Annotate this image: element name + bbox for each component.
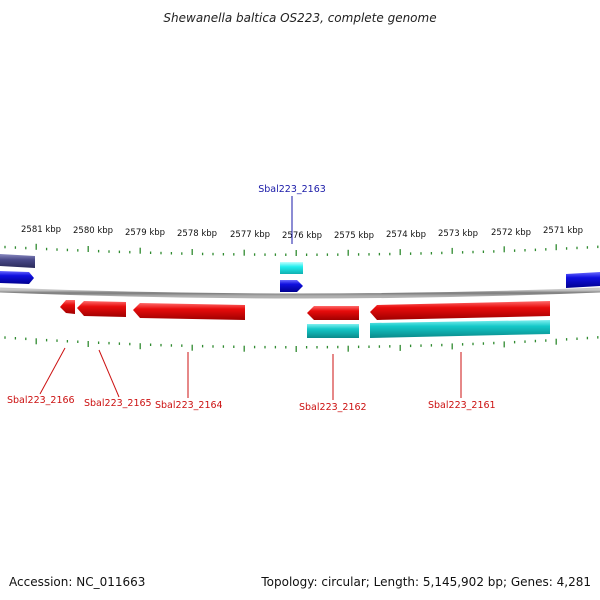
gene-forward-sbal223-2163 — [280, 280, 303, 292]
genome-backbone — [0, 287, 600, 299]
gene-forward-left-dark — [0, 254, 35, 268]
gene-label-sbal223-2161[interactable]: Sbal223_2161 — [428, 400, 496, 411]
ruler-labels: 2581 kbp 2580 kbp 2579 kbp 2578 kbp 2577… — [21, 225, 583, 241]
leader-sbal223-2166 — [39, 347, 66, 395]
reverse-strand-genes — [60, 300, 550, 338]
outer-ruler-ticks — [4, 243, 599, 256]
ruler-label-2571: 2571 kbp — [543, 226, 583, 236]
accession-text: Accession: NC_011663 — [9, 575, 145, 589]
gene-sbal223-2165 — [77, 301, 126, 317]
gene-sbal223-2164 — [133, 303, 245, 320]
leader-sbal223-2165 — [98, 349, 120, 398]
forward-strand-genes — [0, 254, 600, 292]
gene-label-sbal223-2162[interactable]: Sbal223_2162 — [299, 402, 367, 413]
gene-label-sbal223-2166[interactable]: Sbal223_2166 — [7, 395, 75, 406]
inner-ruler-ticks — [4, 336, 599, 352]
gene-label-sbal223-2165[interactable]: Sbal223_2165 — [84, 398, 152, 409]
gene-label-sbal223-2164[interactable]: Sbal223_2164 — [155, 400, 223, 411]
ruler-label-2576: 2576 kbp — [282, 231, 322, 241]
gene-sbal223-2161-cds — [370, 320, 550, 338]
ruler-label-2579: 2579 kbp — [125, 228, 165, 238]
gene-forward-sbal223-2163-cds — [280, 262, 303, 274]
ruler-label-2580: 2580 kbp — [73, 226, 113, 236]
ruler-label-2575: 2575 kbp — [334, 231, 374, 241]
gene-sbal223-2166 — [60, 300, 75, 314]
ruler-label-2578: 2578 kbp — [177, 229, 217, 239]
gene-sbal223-2161 — [370, 301, 550, 320]
gene-labels: Sbal223_2163 Sbal223_2166 Sbal223_2165 S… — [7, 184, 496, 413]
gene-label-sbal223-2163[interactable]: Sbal223_2163 — [258, 184, 326, 195]
ruler-label-2574: 2574 kbp — [386, 230, 426, 240]
ruler-label-2577: 2577 kbp — [230, 230, 270, 240]
gene-sbal223-2162-cds — [307, 324, 359, 338]
ruler-label-2572: 2572 kbp — [491, 228, 531, 238]
label-leader-lines — [39, 196, 462, 400]
ruler-label-2581: 2581 kbp — [21, 225, 61, 235]
genome-summary-text: Topology: circular; Length: 5,145,902 bp… — [260, 575, 591, 589]
map-title: Shewanella baltica OS223, complete genom… — [163, 11, 436, 25]
ruler-label-2573: 2573 kbp — [438, 229, 478, 239]
gene-sbal223-2162 — [307, 306, 359, 320]
gene-forward-left-blue — [0, 271, 34, 284]
gene-forward-right-blue — [566, 272, 600, 288]
